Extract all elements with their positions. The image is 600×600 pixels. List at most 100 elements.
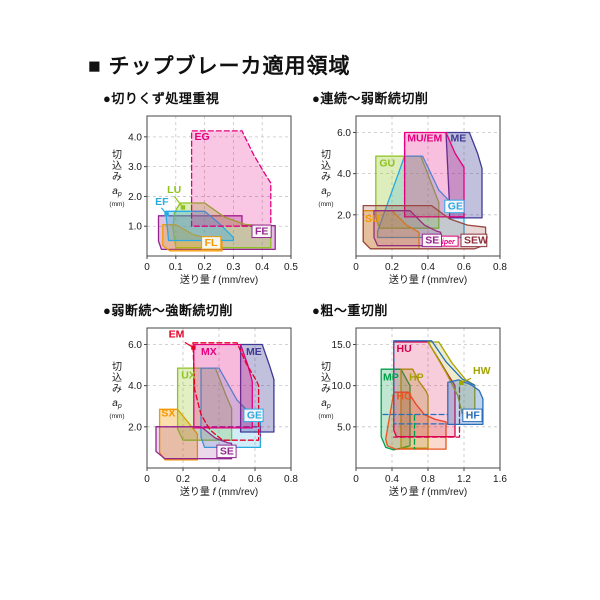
region-hf-dash [393, 340, 449, 425]
y-axis-label-char: 込 [321, 160, 331, 172]
label-eg: EG [195, 131, 210, 143]
tick-label-y: 1.0 [128, 222, 142, 233]
label-lu: LU [167, 184, 181, 196]
label-em: EM [169, 328, 185, 340]
label-me: ME [246, 346, 262, 358]
label-ge: GE [247, 410, 262, 422]
tick-label-x: 0.8 [421, 474, 435, 485]
label-box-fl [201, 236, 222, 250]
y-axis-label-unit: (mm) [318, 201, 333, 208]
tick-label-y: 15.0 [332, 340, 352, 351]
tick-label-y: 2.0 [128, 422, 142, 433]
chart-block-interrupted: ●弱断続〜強断続切削 0 0.2 0.4 0.6 0.8 2.0 4.0 6.0 EM MX ME U… [97, 300, 307, 502]
region-mx [193, 343, 253, 429]
tick-label-y: 4.0 [128, 381, 142, 392]
tick-label-x: 0 [144, 262, 150, 273]
chart-canvas-continuous: 0 0.2 0.4 0.6 0.8 2.0 4.0 6.0 Wiper GU MU/EM ME GE SU… [318, 115, 507, 286]
label-hg: HG [397, 391, 413, 403]
label-box-se [216, 444, 237, 459]
plot-border [146, 115, 292, 257]
y-axis-label-char: 込 [112, 372, 122, 384]
tick-label-y: 10.0 [332, 381, 352, 392]
label-box-se [421, 233, 443, 248]
label-hf: HF [466, 410, 481, 422]
label-box-sew [460, 233, 488, 248]
y-axis-label-symbol: ap [112, 398, 122, 410]
y-axis-label-symbol: ap [321, 398, 331, 410]
chart-heading: ●切りくず処理重視 [103, 91, 220, 106]
label-mu-em: MU/EM [407, 133, 442, 145]
tick-label-x: 0.1 [169, 262, 183, 273]
wiper-badge-label: Wiper [435, 239, 456, 246]
tick-label-y: 4.0 [128, 132, 142, 143]
plot-border [355, 115, 501, 257]
tick-label-x: 0 [353, 262, 359, 273]
label-hp: HP [409, 372, 424, 384]
tick-label-x: 0.8 [284, 474, 298, 485]
y-axis-label-char: 込 [112, 160, 122, 172]
x-axis-label: 送り量 f (mm/rev) [389, 485, 467, 498]
tick-label-x: 0 [353, 474, 359, 485]
chart-heading: ●弱断続〜強断続切削 [103, 303, 233, 318]
tick-label-x: 0.4 [255, 262, 269, 273]
tick-label-x: 0.2 [176, 474, 190, 485]
label-mp: MP [383, 372, 399, 384]
label-mx: MX [201, 346, 217, 358]
y-axis-label-unit: (mm) [109, 413, 124, 420]
x-axis-label: 送り量 f (mm/rev) [180, 273, 258, 286]
x-axis-label: 送り量 f (mm/rev) [389, 273, 467, 286]
tick-label-y: 4.0 [337, 169, 351, 180]
y-axis-label-char: 切 [321, 149, 331, 161]
region-em [192, 342, 260, 441]
label-ef: EF [155, 196, 169, 208]
label-box-fe [251, 224, 272, 239]
label-hu: HU [397, 343, 412, 355]
y-axis-label-char: み [112, 172, 122, 183]
region-se-dash [155, 426, 262, 437]
tick-label-x: 0.2 [198, 262, 212, 273]
label-sx: SX [161, 408, 175, 420]
y-axis-label-symbol: ap [112, 186, 122, 198]
y-axis-label-char: み [321, 384, 331, 395]
tick-label-y: 6.0 [128, 340, 142, 351]
pointer-marker [180, 205, 186, 210]
label-sew: SEW [464, 235, 488, 247]
label-se: SE [220, 446, 234, 458]
label-box-hf [462, 408, 483, 423]
label-hw: HW [473, 365, 491, 377]
y-axis-label-char: 切 [112, 361, 122, 373]
tick-label-y: 5.0 [337, 422, 351, 433]
tick-label-y: 6.0 [337, 128, 351, 139]
tick-label-x: 0.6 [457, 262, 471, 273]
y-axis-label-char: 切 [112, 149, 122, 161]
tick-label-y: 2.0 [337, 210, 351, 221]
tick-label-x: 1.6 [493, 474, 507, 485]
y-axis-label-char: 切 [321, 361, 331, 373]
page-title: ■ チップブレーカ適用領域 [88, 55, 351, 78]
chart-canvas-heavy: 0 0.4 0.8 1.2 1.6 5.0 10.0 15.0 HU MP HP HG HW HF 送り量 … [318, 327, 507, 498]
label-gu: GU [379, 157, 395, 169]
tick-label-x: 0.5 [284, 262, 298, 273]
chart-block-heavy: ●粗〜重切削 0 0.4 0.8 1.2 1.6 5.0 10.0 15.0 HU MP HP HG H… [306, 300, 516, 502]
label-se: SE [425, 235, 439, 247]
region-hg [385, 391, 447, 450]
label-box-ge [444, 199, 465, 214]
pointer-marker [459, 380, 464, 385]
x-axis-label: 送り量 f (mm/rev) [180, 485, 258, 498]
pointer-marker [191, 345, 196, 350]
chart-heading: ●粗〜重切削 [312, 303, 388, 318]
region-se [155, 426, 233, 460]
region-sx [158, 408, 199, 461]
region-eg [190, 130, 272, 227]
plot-border [146, 327, 292, 469]
label-fe: FE [255, 226, 268, 238]
region-hf-outer [393, 340, 476, 386]
label-su: SU [365, 213, 380, 225]
tick-label-x: 0.8 [493, 262, 507, 273]
tick-label-x: 0.4 [385, 474, 399, 485]
region-hp [400, 368, 429, 449]
y-axis-label-unit: (mm) [318, 413, 333, 420]
tick-label-x: 0.2 [385, 262, 399, 273]
y-axis-label-char: み [112, 384, 122, 395]
